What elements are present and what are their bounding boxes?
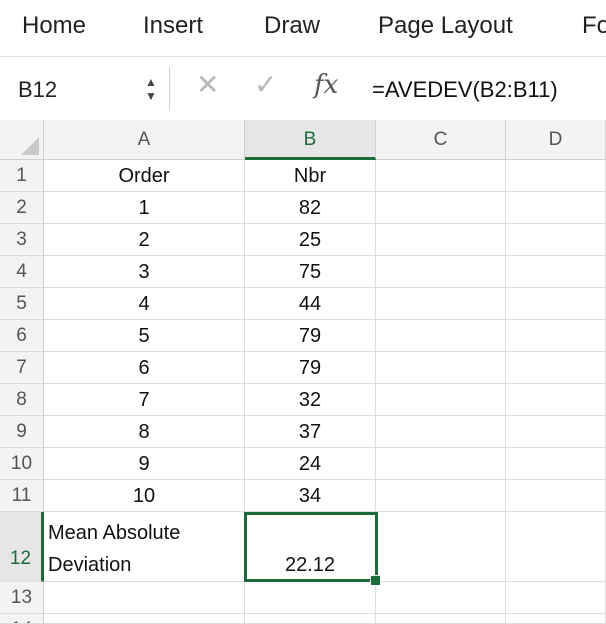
column-header-a[interactable]: A — [44, 120, 245, 160]
cell-c6[interactable] — [376, 320, 506, 352]
row-header[interactable]: 2 — [0, 192, 44, 224]
tab-insert[interactable]: Insert — [143, 12, 204, 39]
active-cell-border — [244, 512, 378, 582]
chevron-down-icon[interactable]: ▼ — [145, 89, 157, 103]
cell-a8[interactable]: 7 — [44, 384, 245, 416]
cell-a12-line2: Deviation — [48, 554, 132, 576]
cell-a10[interactable]: 9 — [44, 448, 245, 480]
row-header[interactable]: 1 — [0, 160, 44, 192]
row-header-selected[interactable]: 12 — [0, 512, 44, 582]
row-header[interactable]: 6 — [0, 320, 44, 352]
cell-d11[interactable] — [506, 480, 606, 512]
cell-c12[interactable] — [376, 512, 506, 582]
cell-b8[interactable]: 32 — [245, 384, 376, 416]
cell-a7[interactable]: 6 — [44, 352, 245, 384]
cell-c13[interactable] — [376, 582, 506, 614]
cell-d2[interactable] — [506, 192, 606, 224]
cell-b9[interactable]: 37 — [245, 416, 376, 448]
cell-c2[interactable] — [376, 192, 506, 224]
tab-draw[interactable]: Draw — [264, 12, 321, 39]
row-header[interactable]: 3 — [0, 224, 44, 256]
cell-b1[interactable]: Nbr — [245, 160, 376, 192]
tab-page-layout[interactable]: Page Layout — [378, 12, 513, 39]
cell-a12-line1: Mean Absolute — [48, 522, 181, 544]
chevron-up-icon[interactable]: ▲ — [145, 75, 157, 89]
cell-d10[interactable] — [506, 448, 606, 480]
cell-b4[interactable]: 75 — [245, 256, 376, 288]
cell-c3[interactable] — [376, 224, 506, 256]
column-header-c[interactable]: C — [376, 120, 506, 160]
cell-b5[interactable]: 44 — [245, 288, 376, 320]
cell-c8[interactable] — [376, 384, 506, 416]
cell-a6[interactable]: 5 — [44, 320, 245, 352]
cancel-icon[interactable]: ✕ — [196, 69, 220, 100]
cell-a9[interactable]: 8 — [44, 416, 245, 448]
cell-c11[interactable] — [376, 480, 506, 512]
cell-d9[interactable] — [506, 416, 606, 448]
cell-b2[interactable]: 82 — [245, 192, 376, 224]
row-header[interactable]: 9 — [0, 416, 44, 448]
cell-d3[interactable] — [506, 224, 606, 256]
cell-a13[interactable] — [44, 582, 245, 614]
cell-a12[interactable]: Mean Absolute Deviation — [44, 512, 245, 582]
spreadsheet-grid: A B C D 1 Order Nbr 2 1 82 3 2 25 4 3 75… — [0, 120, 606, 624]
cell-c1[interactable] — [376, 160, 506, 192]
cell-a2[interactable]: 1 — [44, 192, 245, 224]
cell-d5[interactable] — [506, 288, 606, 320]
cell-c5[interactable] — [376, 288, 506, 320]
cell-b11[interactable]: 34 — [245, 480, 376, 512]
row-header[interactable]: 5 — [0, 288, 44, 320]
cell-b10[interactable]: 24 — [245, 448, 376, 480]
column-header-d[interactable]: D — [506, 120, 606, 160]
row-header[interactable]: 7 — [0, 352, 44, 384]
cell-c10[interactable] — [376, 448, 506, 480]
cell-c14[interactable] — [376, 614, 506, 624]
cell-d8[interactable] — [506, 384, 606, 416]
ribbon-tabs: Home Insert Draw Page Layout Fo — [0, 0, 606, 56]
cell-c7[interactable] — [376, 352, 506, 384]
fill-handle[interactable] — [370, 575, 381, 586]
cell-b6[interactable]: 79 — [245, 320, 376, 352]
cell-a4[interactable]: 3 — [44, 256, 245, 288]
row-header[interactable]: 11 — [0, 480, 44, 512]
row-header[interactable]: 13 — [0, 582, 44, 614]
cell-b7[interactable]: 79 — [245, 352, 376, 384]
cell-d4[interactable] — [506, 256, 606, 288]
insert-function-icon[interactable]: fx — [314, 70, 339, 100]
cell-d14[interactable] — [506, 614, 606, 624]
cell-d13[interactable] — [506, 582, 606, 614]
cell-d6[interactable] — [506, 320, 606, 352]
column-header-b[interactable]: B — [245, 120, 376, 160]
cell-d7[interactable] — [506, 352, 606, 384]
cell-a3[interactable]: 2 — [44, 224, 245, 256]
cell-b14[interactable] — [245, 614, 376, 624]
cell-a1[interactable]: Order — [44, 160, 245, 192]
cell-c4[interactable] — [376, 256, 506, 288]
row-header[interactable]: 14 — [0, 614, 44, 624]
name-box-value: B12 — [18, 77, 58, 102]
confirm-check-icon[interactable]: ✓ — [254, 69, 278, 100]
cell-c9[interactable] — [376, 416, 506, 448]
select-all-corner[interactable] — [0, 120, 44, 160]
tab-formulas-partial[interactable]: Fo — [582, 12, 606, 39]
cell-a5[interactable]: 4 — [44, 288, 245, 320]
row-header[interactable]: 8 — [0, 384, 44, 416]
cell-d12[interactable] — [506, 512, 606, 582]
formula-input[interactable]: =AVEDEV(B2:B11) — [372, 77, 558, 102]
cell-a11[interactable]: 10 — [44, 480, 245, 512]
cell-d1[interactable] — [506, 160, 606, 192]
cell-b13[interactable] — [245, 582, 376, 614]
cell-a14[interactable] — [44, 614, 245, 624]
cell-b3[interactable]: 25 — [245, 224, 376, 256]
tab-home[interactable]: Home — [22, 12, 87, 39]
name-box[interactable]: B12 ▲ ▼ — [0, 67, 170, 111]
row-header[interactable]: 10 — [0, 448, 44, 480]
row-header[interactable]: 4 — [0, 256, 44, 288]
formula-bar: B12 ▲ ▼ ✕ ✓ fx =AVEDEV(B2:B11) — [0, 56, 606, 122]
name-box-stepper[interactable]: ▲ ▼ — [143, 75, 159, 105]
